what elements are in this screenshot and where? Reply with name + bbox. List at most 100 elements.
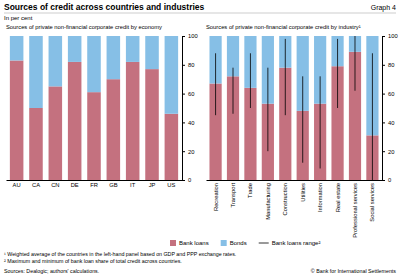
range-line xyxy=(354,36,355,91)
tick: 60 xyxy=(382,91,394,97)
panel: Sources of private non-financial corpora… xyxy=(6,24,198,188)
range-line xyxy=(285,39,286,115)
marks xyxy=(209,36,378,180)
tick-label: 40 xyxy=(388,120,394,126)
tick-label: Transport xyxy=(230,183,236,208)
x-axis: AU CA CN DE FR GB IT JP US xyxy=(7,180,183,188)
tick-mark xyxy=(182,151,185,152)
tick-label: AU xyxy=(13,182,21,188)
tick-mark xyxy=(382,65,385,66)
tick-label: DE xyxy=(71,182,79,188)
bar xyxy=(68,36,82,62)
tick-label: 40 xyxy=(188,120,194,126)
bar xyxy=(29,36,43,108)
tick-mark xyxy=(382,94,385,95)
tick-label: 20 xyxy=(388,149,394,155)
tick-label: 100 xyxy=(188,33,198,39)
range-line xyxy=(372,53,373,180)
bar xyxy=(107,36,121,79)
tick-mark xyxy=(382,151,385,152)
axis-line xyxy=(207,180,383,181)
subtitle: In per cent xyxy=(4,15,33,21)
tick-label: FR xyxy=(90,182,98,188)
legend-label: Bank loans range² xyxy=(272,240,321,246)
tick-label: Trade xyxy=(247,183,253,198)
tick: 40 xyxy=(382,120,394,126)
tick-label: JP xyxy=(149,182,156,188)
tick-label: Construction xyxy=(282,183,288,216)
tick-label: 100 xyxy=(388,33,398,39)
tick: 80 xyxy=(382,62,394,68)
tick: 100 xyxy=(182,33,198,39)
legend-swatch xyxy=(259,243,269,244)
tick-label: 80 xyxy=(188,62,194,68)
tick: AU xyxy=(13,180,21,188)
marks xyxy=(10,36,178,180)
tick-label: 80 xyxy=(388,62,394,68)
rule xyxy=(4,13,396,14)
tick-label: Recreation xyxy=(213,183,219,211)
tick: CN xyxy=(51,180,59,188)
tick: 20 xyxy=(382,149,394,155)
axis-line xyxy=(183,37,186,181)
bar xyxy=(126,62,140,180)
tick: GB xyxy=(109,180,118,188)
bar xyxy=(68,62,82,180)
bar xyxy=(10,60,24,180)
tick-label: CA xyxy=(32,182,40,188)
tick-label: US xyxy=(167,182,175,188)
tick-mark xyxy=(382,36,385,37)
bar xyxy=(145,69,159,180)
tick: Trade xyxy=(247,180,253,198)
chart-root: Sources of credit across countries and i… xyxy=(0,0,400,277)
tick-label: Real estate xyxy=(335,183,341,212)
axis-line xyxy=(383,37,386,181)
tick: JP xyxy=(149,180,156,188)
tick-label: 60 xyxy=(388,91,394,97)
tick: Manufacturing xyxy=(265,180,271,220)
tick-label: 20 xyxy=(188,149,194,155)
bar xyxy=(165,114,179,180)
range-line xyxy=(250,53,251,108)
bar xyxy=(145,36,159,69)
graph-label: Graph 4 xyxy=(371,4,396,12)
sources: Sources: Dealogic; authors' calculations… xyxy=(4,268,99,274)
tick: 0 xyxy=(382,177,391,183)
bar xyxy=(126,36,140,62)
tick: Professional services xyxy=(352,180,358,238)
tick: IT xyxy=(130,180,136,188)
tick-mark xyxy=(182,122,185,123)
legend-swatch xyxy=(221,240,227,246)
y-axis: 0 20 40 60 80 100 xyxy=(382,33,398,183)
range-line xyxy=(337,39,338,108)
tick-label: Utilities xyxy=(300,183,306,202)
panel: Sources of private non-financial corpora… xyxy=(206,24,398,238)
tick-label: Social services xyxy=(369,183,375,222)
tick: CA xyxy=(32,180,40,188)
panel-title: Sources of private non-financial corpora… xyxy=(206,24,361,30)
bar xyxy=(49,36,63,86)
tick: Information xyxy=(317,180,323,212)
bar xyxy=(29,108,43,180)
tick: 100 xyxy=(382,33,398,39)
title: Sources of credit across countries and i… xyxy=(4,2,205,12)
copyright: © Bank for International Settlements xyxy=(311,268,397,274)
range-line xyxy=(302,76,303,162)
tick-label: 0 xyxy=(388,177,391,183)
tick-label: 0 xyxy=(188,177,191,183)
bar xyxy=(107,79,121,180)
footnote: ¹ Weighted average of the countries in t… xyxy=(4,251,236,257)
tick-label: Information xyxy=(317,183,323,212)
legend: Bank loansBondsBank loans range² xyxy=(170,240,320,246)
tick-mark xyxy=(182,65,185,66)
tick: Transport xyxy=(230,180,236,208)
tick: 20 xyxy=(182,149,194,155)
range-line xyxy=(320,76,321,168)
tick: Real estate xyxy=(335,180,341,212)
tick-label: CN xyxy=(51,182,59,188)
bar xyxy=(49,86,63,180)
tick: Construction xyxy=(282,180,288,216)
tick-mark xyxy=(182,94,185,95)
legend-label: Bank loans xyxy=(179,240,209,246)
y-axis: 020406080100 xyxy=(182,33,198,183)
